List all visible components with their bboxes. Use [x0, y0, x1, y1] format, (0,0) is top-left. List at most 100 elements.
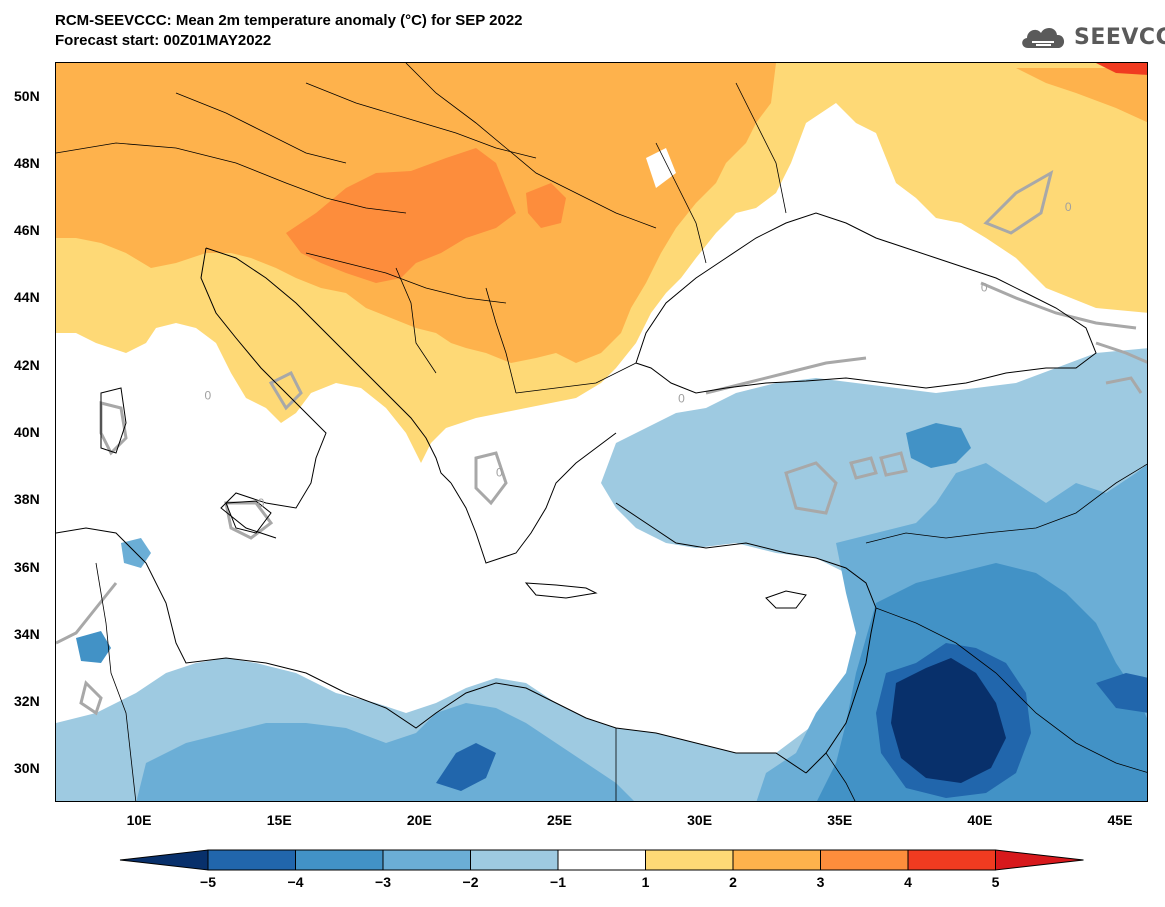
lat-tick-label: 44N	[14, 289, 40, 306]
lat-tick-label: 34N	[14, 625, 40, 642]
border	[95, 562, 137, 801]
coastline-cyprus	[765, 590, 807, 609]
zero-contour	[983, 169, 1054, 235]
border	[305, 252, 507, 304]
anomaly-region-m2-libya	[136, 703, 634, 801]
borders	[56, 63, 1147, 801]
lat-tick-label: 50N	[14, 87, 40, 104]
zero-contour	[99, 401, 128, 456]
lon-tick-label: 40E	[967, 812, 993, 828]
map-title: RCM-SEEVCCC: Mean 2m temperature anomaly…	[55, 12, 523, 29]
colorbar-level-label: 2	[729, 874, 737, 890]
lon-tick-label: 35E	[827, 812, 853, 828]
contour-label: 0	[205, 388, 212, 402]
lat-tick-label: 38N	[14, 491, 40, 508]
zero-contour	[980, 281, 1137, 330]
colorbar-level-label: 1	[641, 874, 650, 890]
colorbar-level-label: 5	[991, 874, 1000, 890]
anomaly-region-p4	[1096, 63, 1147, 75]
contour-label: 0	[1065, 200, 1072, 214]
colorbar-cell	[907, 849, 996, 871]
anomaly-region-p3	[286, 148, 516, 283]
forecast-start-label: Forecast start: 00Z01MAY2022	[55, 32, 272, 49]
border	[56, 142, 407, 214]
zero-contour	[1095, 341, 1147, 364]
anomaly-region-m5	[891, 658, 1006, 783]
cloud-logo-icon	[1022, 27, 1065, 48]
coastline-africa	[56, 527, 807, 774]
zero-contour	[268, 370, 303, 411]
anomaly-region-m4-libya	[436, 743, 496, 791]
colorbar-level-label: −4	[287, 874, 304, 890]
logo-text: SEEVCCC	[1074, 24, 1165, 50]
coastline-sardinia	[100, 387, 127, 454]
border	[485, 287, 517, 394]
colorbar-over-triangle	[995, 849, 1084, 871]
border	[865, 463, 1147, 544]
coastline-greece	[450, 432, 617, 564]
lon-tick-label: 25E	[546, 812, 572, 828]
zero-contour	[474, 451, 508, 506]
colorbar-cell	[470, 849, 559, 871]
neutral-patches	[646, 123, 866, 193]
colorbar-cell	[295, 849, 384, 871]
colorbar-level-label: 4	[904, 874, 912, 890]
lat-tick-label: 30N	[14, 760, 40, 777]
border	[655, 142, 707, 264]
zero-contour	[705, 356, 867, 395]
contour-label: 0	[981, 281, 988, 295]
coastline-crete	[524, 582, 598, 599]
map-canvas: 0 0 0 0 0 0	[56, 63, 1147, 801]
cold-anomaly-layer	[56, 348, 1147, 801]
neutral-patch-ukraine	[796, 123, 866, 193]
border	[405, 63, 657, 229]
colorbar-level-label: −1	[550, 874, 566, 890]
colorbar-cells	[119, 849, 1084, 871]
zero-contour	[784, 461, 838, 515]
anomaly-map: 0 0 0 0 0 0	[55, 62, 1148, 802]
colorbar-cell	[820, 849, 909, 871]
anomaly-region-p2-east	[1016, 68, 1147, 123]
colorbar-cell	[645, 849, 734, 871]
zero-contour	[849, 456, 878, 480]
anomaly-region-m4-iraq	[1096, 673, 1147, 713]
colorbar-level-label: −3	[375, 874, 391, 890]
colorbar	[119, 849, 1084, 871]
lat-tick-label: 32N	[14, 693, 40, 710]
zero-contour	[79, 680, 103, 716]
colorbar-cell	[732, 849, 821, 871]
anomaly-region-m3-anatolia	[906, 423, 971, 468]
colorbar-level-label: 3	[816, 874, 825, 890]
lat-tick-label: 36N	[14, 558, 40, 575]
seevccc-logo: SEEVCCC	[1018, 22, 1165, 52]
lon-tick-label: 30E	[687, 812, 713, 828]
lon-tick-label: 45E	[1107, 812, 1133, 828]
coastline-sicily	[225, 500, 272, 534]
contour-label-layer: 0 0 0 0 0 0	[205, 200, 1072, 510]
coastline-turkey-south	[615, 502, 877, 609]
colorbar-under-triangle	[119, 849, 209, 871]
lat-tick-label: 40N	[14, 424, 40, 440]
colorbar-cell	[382, 849, 471, 871]
coastline-italy	[200, 247, 327, 539]
zero-contours	[56, 169, 1147, 716]
coastline-black-sea	[635, 212, 1097, 394]
coastlines	[56, 212, 1097, 774]
lat-tick-label: 42N	[14, 356, 40, 373]
border	[305, 82, 537, 159]
lon-tick-label: 20E	[406, 812, 432, 828]
colorbar-cell	[207, 849, 296, 871]
border	[735, 82, 787, 214]
lon-tick-label: 15E	[266, 812, 292, 828]
border	[515, 362, 637, 394]
anomaly-region-m3-algeria	[76, 631, 111, 663]
zero-contour	[1105, 376, 1143, 394]
contour-label: 0	[496, 466, 503, 480]
colorbar-level-label: −2	[462, 874, 479, 890]
border	[825, 752, 856, 801]
contour-label: 0	[678, 392, 685, 406]
contour-label: 0	[258, 496, 265, 510]
coastline-adriatic	[205, 247, 452, 484]
lat-tick-label: 46N	[14, 222, 40, 239]
neutral-patch-hungary	[646, 148, 676, 188]
